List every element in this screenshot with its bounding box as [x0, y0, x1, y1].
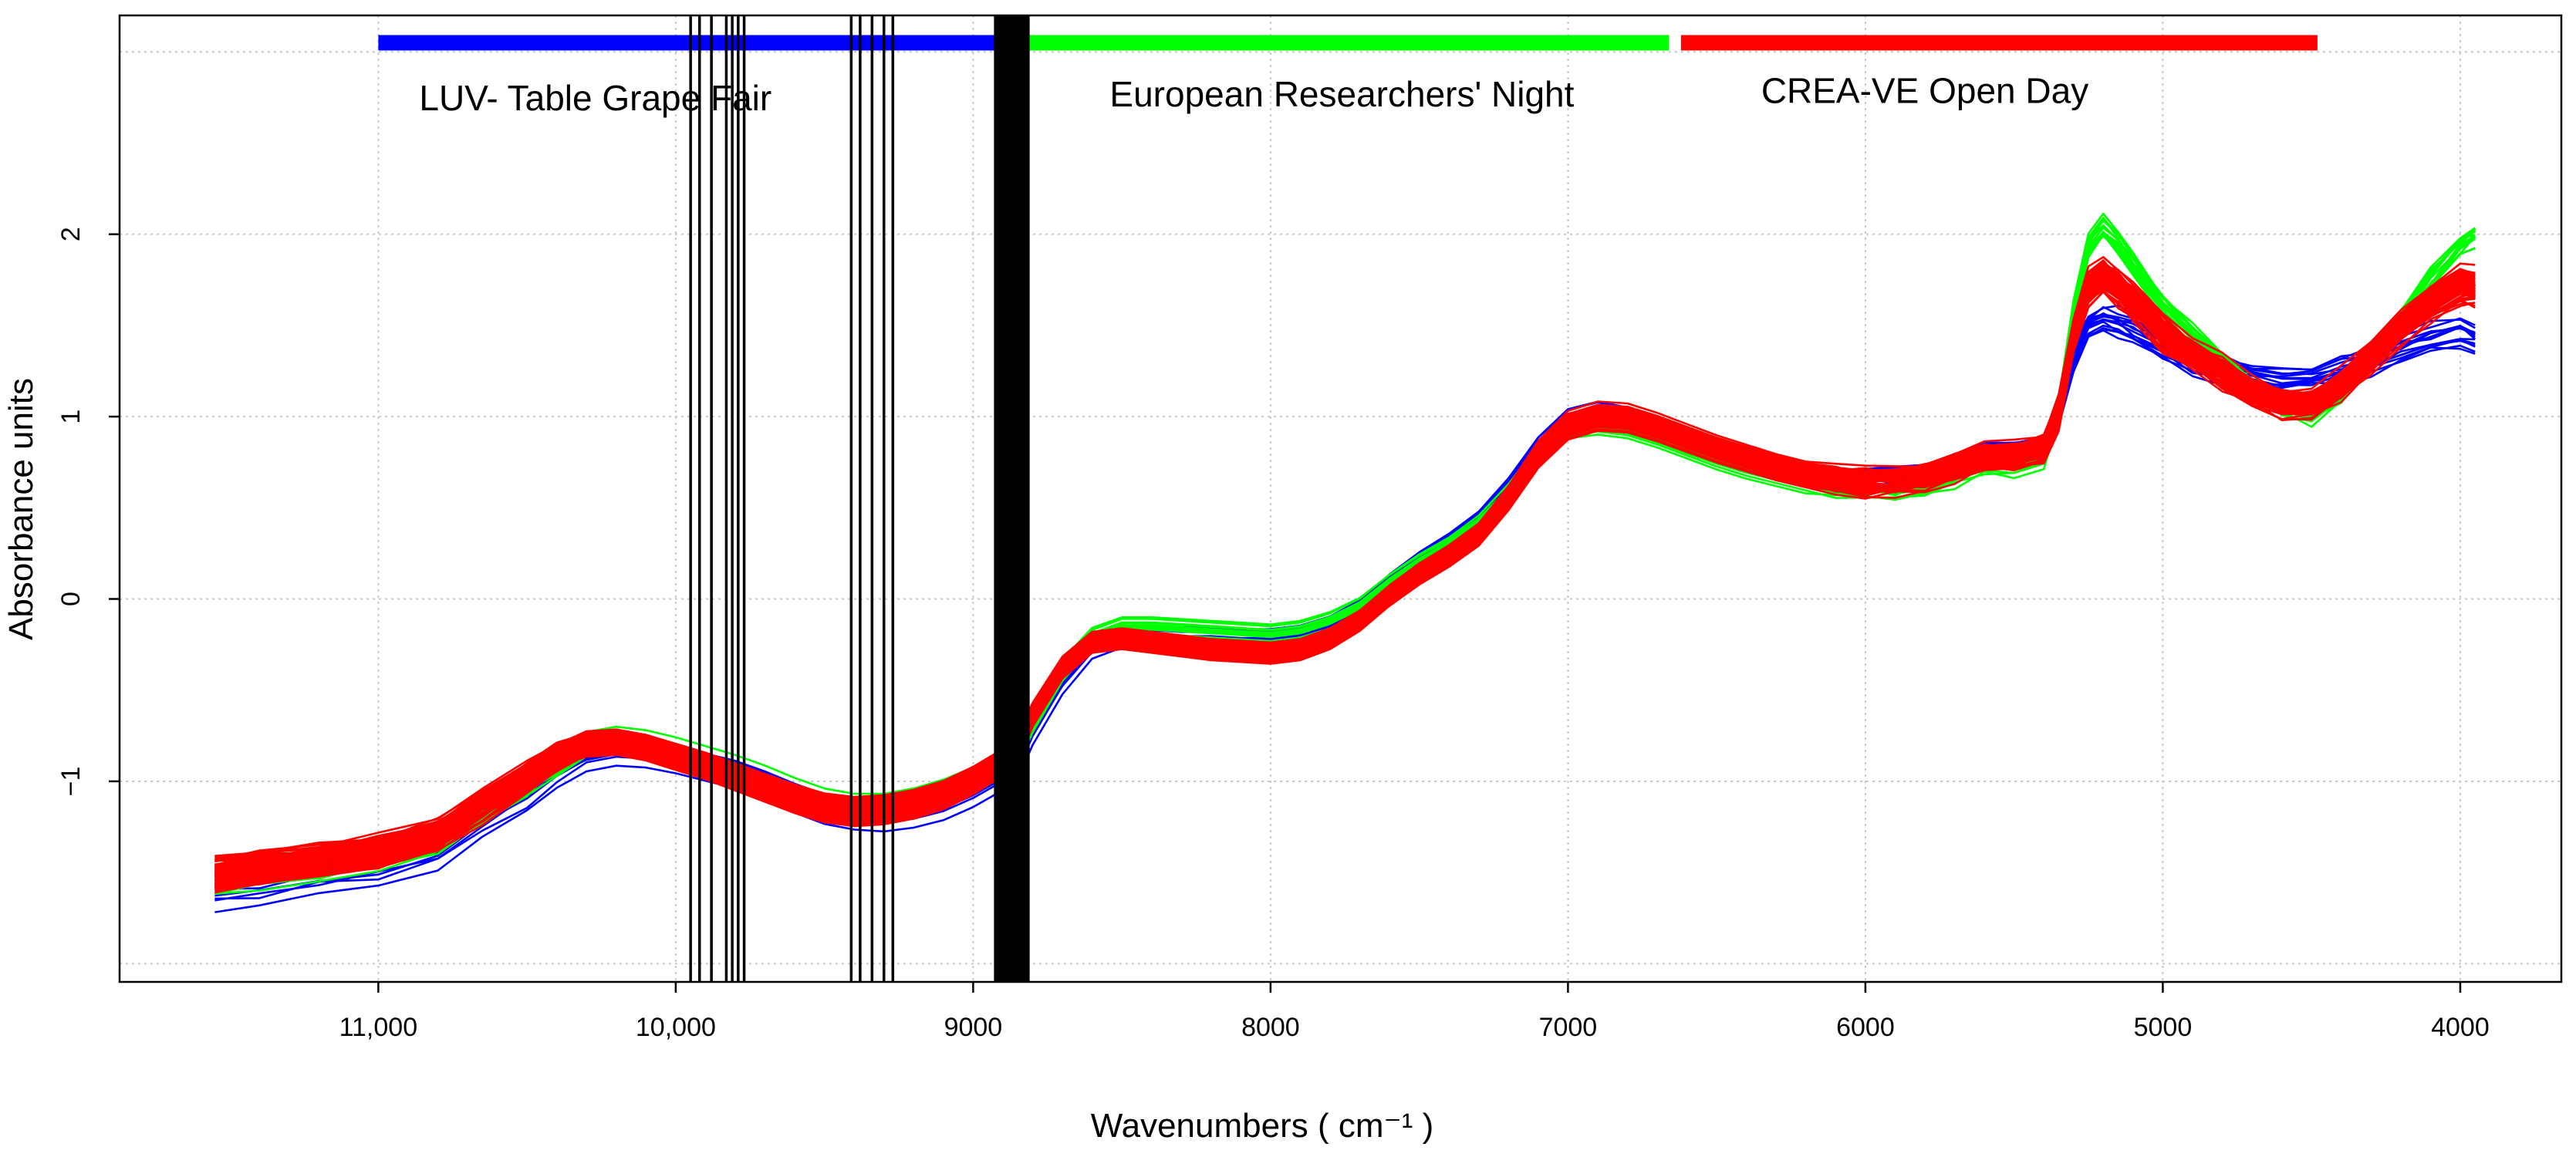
spectrum-line — [214, 234, 2476, 896]
spectrum-line — [214, 305, 2476, 889]
spectrum-line — [214, 261, 2476, 889]
spectrum-line — [214, 277, 2476, 892]
x-tick-label: 11,000 — [339, 1013, 417, 1042]
x-tick-label: 6000 — [1836, 1013, 1895, 1042]
spectrum-line — [214, 305, 2476, 886]
spectra-series — [214, 212, 2476, 913]
spectrum-line — [214, 275, 2476, 888]
spectrum-line — [214, 260, 2476, 873]
event-bar — [378, 35, 1033, 51]
x-tick-label: 8000 — [1241, 1013, 1300, 1042]
spectrum-line — [214, 268, 2476, 886]
y-tick-label: −1 — [56, 767, 86, 797]
spectrum-line — [214, 275, 2476, 892]
spectrum-line — [214, 278, 2476, 879]
spectrum-line — [214, 267, 2476, 890]
spectrum-line — [214, 269, 2476, 879]
event-label: CREA-VE Open Day — [1761, 70, 2088, 110]
selected-wavenumber-band — [994, 15, 1030, 982]
spectrum-line — [214, 255, 2476, 877]
x-tick-label: 4000 — [2431, 1013, 2490, 1042]
spectrum-line — [214, 266, 2476, 887]
event-label: LUV- Table Grape Fair — [419, 78, 771, 118]
spectrum-line — [214, 288, 2476, 888]
spectrum-line — [214, 277, 2476, 890]
plot-frame — [118, 14, 2563, 983]
y-tick-label: 2 — [56, 227, 86, 241]
spectrum-line — [214, 265, 2476, 886]
spectrum-line — [214, 274, 2476, 886]
spectrum-line — [214, 288, 2476, 876]
spectrum-line — [214, 318, 2476, 885]
y-tick-label: 0 — [56, 592, 86, 606]
spectrum-line — [214, 272, 2476, 894]
event-bar — [1680, 35, 2318, 51]
event-bar — [1018, 35, 1670, 51]
spectrum-line — [214, 285, 2476, 877]
event-labels: LUV- Table Grape Fair European Researcher… — [419, 70, 2088, 117]
x-axis-title: Wavenumbers ( cm⁻¹ ) — [1091, 1107, 1434, 1145]
spectrum-line — [214, 278, 2476, 886]
spectrum-line — [214, 233, 2476, 881]
spectrum-line — [214, 278, 2476, 878]
spectrum-line — [214, 312, 2476, 879]
event-bars — [378, 35, 2318, 51]
spectrum-line — [214, 287, 2476, 875]
x-axis: 11,000 10,000 9000 8000 7000 6000 5000 4000 — [339, 982, 2490, 1042]
spectrum-line — [214, 281, 2476, 885]
y-axis: −1 0 1 2 — [56, 227, 120, 796]
event-label: European Researchers' Night — [1109, 74, 1574, 114]
spectrum-line — [214, 268, 2476, 885]
x-tick-label: 10,000 — [636, 1013, 716, 1042]
spectrum-line — [214, 272, 2476, 880]
spectrum-line — [214, 263, 2476, 876]
y-tick-label: 1 — [56, 410, 86, 424]
spectrum-line — [214, 265, 2476, 872]
grid — [120, 15, 2561, 982]
selected-wavenumbers — [689, 15, 1030, 982]
spectrum-line — [214, 276, 2476, 879]
spectrum-line — [214, 277, 2476, 892]
x-tick-label: 7000 — [1539, 1013, 1598, 1042]
x-tick-label: 9000 — [944, 1013, 1003, 1042]
spectrum-line — [214, 272, 2476, 888]
spectrum-line — [214, 278, 2476, 887]
spectrum-line — [214, 278, 2476, 883]
spectrum-line — [214, 284, 2476, 876]
y-axis-title: Absorbance units — [2, 378, 40, 640]
x-tick-label: 5000 — [2134, 1013, 2193, 1042]
